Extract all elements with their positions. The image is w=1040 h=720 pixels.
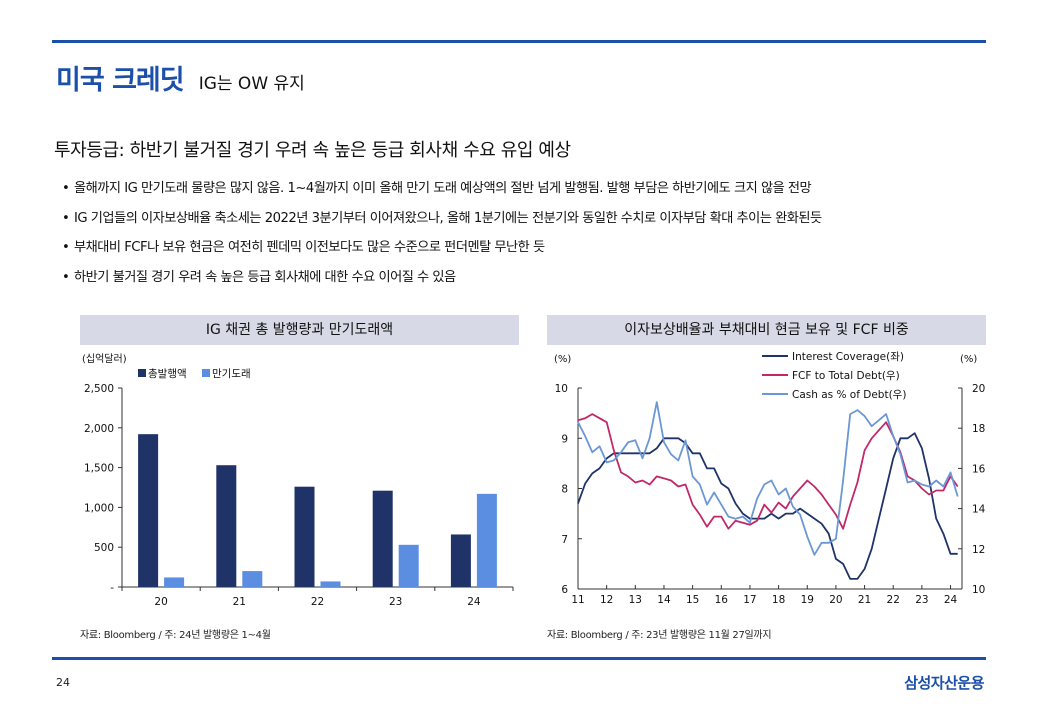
legend-swatch-1 <box>202 369 210 377</box>
bar-issuance <box>294 486 315 587</box>
bar-maturity <box>320 581 341 587</box>
page-number: 24 <box>56 676 70 689</box>
x-tick-label: 15 <box>686 594 699 606</box>
y-tick-label: - <box>110 582 114 594</box>
bullet-item: • 올해까지 IG 만기도래 물량은 많지 않음. 1~4월까지 이미 올해 만기… <box>62 177 822 207</box>
bar-chart-title: IG 채권 총 발행량과 만기도래액 <box>80 315 519 345</box>
left-tick-label: 10 <box>555 383 568 395</box>
right-tick-label: 18 <box>972 423 985 435</box>
legend-label-2: Cash as % of Debt(우) <box>792 389 906 401</box>
bullet-text: 부채대비 FCF나 보유 현금은 여전히 펜데믹 이전보다도 많은 수준으로 펀… <box>74 240 545 255</box>
right-tick-label: 14 <box>972 504 986 516</box>
x-tick-label: 17 <box>743 594 756 606</box>
bottom-rule <box>52 657 986 660</box>
series-line-1 <box>577 413 959 530</box>
right-tick-label: 10 <box>972 584 985 596</box>
bar-chart-source: 자료: Bloomberg / 주: 24년 발행량은 1~4월 <box>80 630 271 641</box>
bar-issuance <box>372 490 393 587</box>
title-block: 미국 크레딧 IG는 OW 유지 <box>56 58 305 97</box>
bullet-item: • IG 기업들의 이자보상배율 축소세는 2022년 3분기부터 이어져왔으나,… <box>62 207 822 237</box>
x-tick-label: 16 <box>715 594 729 606</box>
right-tick-label: 20 <box>972 383 985 395</box>
bullet-marker: • <box>62 269 70 285</box>
page-subtitle: IG는 OW 유지 <box>198 74 305 94</box>
bullet-text: 올해까지 IG 만기도래 물량은 많지 않음. 1~4월까지 이미 올해 만기 … <box>74 181 812 196</box>
series-line-2 <box>577 401 959 556</box>
y-tick-label: 1,500 <box>84 463 114 475</box>
x-tick-label: 19 <box>801 594 814 606</box>
x-tick-label: 11 <box>571 594 584 606</box>
legend-swatch-0 <box>138 369 146 377</box>
line-chart-title: 이자보상배율과 부채대비 현금 보유 및 FCF 비중 <box>547 315 986 345</box>
x-tick-label: 21 <box>233 596 246 608</box>
right-tick-label: 12 <box>972 544 985 556</box>
x-tick-label: 22 <box>311 596 324 608</box>
bullet-list: • 올해까지 IG 만기도래 물량은 많지 않음. 1~4월까지 이미 올해 만기… <box>62 177 822 295</box>
x-tick-label: 23 <box>389 596 402 608</box>
y-tick-label: 500 <box>94 542 114 554</box>
section-headline: 투자등급: 하반기 불거질 경기 우려 속 높은 등급 회사채 수요 유입 예상 <box>54 140 571 161</box>
legend-label-1: FCF to Total Debt(우) <box>792 370 900 382</box>
y-tick-label: 1,000 <box>84 502 114 514</box>
right-tick-label: 16 <box>972 463 986 475</box>
y-tick-label: 2,500 <box>84 383 114 395</box>
left-tick-label: 9 <box>561 433 568 445</box>
line-chart: (%) (%) 6 7 8 9 10 10 12 14 16 18 20 11 12 13 14 15 16 17 18… <box>554 351 986 606</box>
bullet-marker: • <box>62 181 70 196</box>
left-tick-label: 6 <box>561 584 568 596</box>
x-tick-label: 13 <box>629 594 642 606</box>
left-tick-label: 8 <box>561 484 568 496</box>
right-unit-label: (%) <box>960 354 977 365</box>
bullet-marker: • <box>62 210 70 226</box>
legend-label-0: Interest Coverage(좌) <box>792 351 904 363</box>
bullet-text: IG 기업들의 이자보상배율 축소세는 2022년 3분기부터 이어져왔으나, … <box>74 210 822 226</box>
bar-maturity <box>476 493 497 587</box>
bullet-item: • 하반기 불거질 경기 우려 속 높은 등급 회사채에 대한 수요 이어질 수 … <box>62 266 822 296</box>
legend-label-0: 총발행액 <box>148 368 187 380</box>
bar-chart: (십억달러) 총발행액 만기도래 - 500 1,000 1,500 2,000 2,500 20… <box>82 353 514 608</box>
bar-chart-unit-label: (십억달러) <box>82 353 127 365</box>
bullet-text: 하반기 불거질 경기 우려 속 높은 등급 회사채에 대한 수요 이어질 수 있… <box>74 269 456 285</box>
x-tick-label: 20 <box>829 594 842 606</box>
x-tick-label: 20 <box>154 596 167 608</box>
page-title: 미국 크레딧 <box>56 65 185 96</box>
legend-label-1: 만기도래 <box>212 368 251 380</box>
left-unit-label: (%) <box>554 354 571 365</box>
x-tick-label: 21 <box>858 594 871 606</box>
x-tick-label: 24 <box>467 596 481 608</box>
bar-issuance <box>450 534 471 587</box>
bar-maturity <box>242 571 263 587</box>
bar-maturity <box>398 544 419 587</box>
bar-issuance <box>138 434 159 587</box>
line-chart-source: 자료: Bloomberg / 주: 23년 발행량은 11월 27일까지 <box>547 630 772 641</box>
x-tick-label: 24 <box>944 594 958 606</box>
brand-logo: 삼성자산운용 <box>904 674 984 692</box>
bullet-marker: • <box>62 240 70 255</box>
x-tick-label: 12 <box>600 594 613 606</box>
x-tick-label: 14 <box>657 594 671 606</box>
x-tick-label: 18 <box>772 594 785 606</box>
bullet-item: • 부채대비 FCF나 보유 현금은 여전히 펜데믹 이전보다도 많은 수준으로 … <box>62 236 822 266</box>
left-tick-label: 7 <box>561 534 568 546</box>
x-tick-label: 22 <box>887 594 900 606</box>
y-tick-label: 2,000 <box>84 423 114 435</box>
top-rule <box>52 40 986 43</box>
x-tick-label: 23 <box>915 594 928 606</box>
bar-maturity <box>164 577 185 587</box>
bar-issuance <box>216 465 237 587</box>
